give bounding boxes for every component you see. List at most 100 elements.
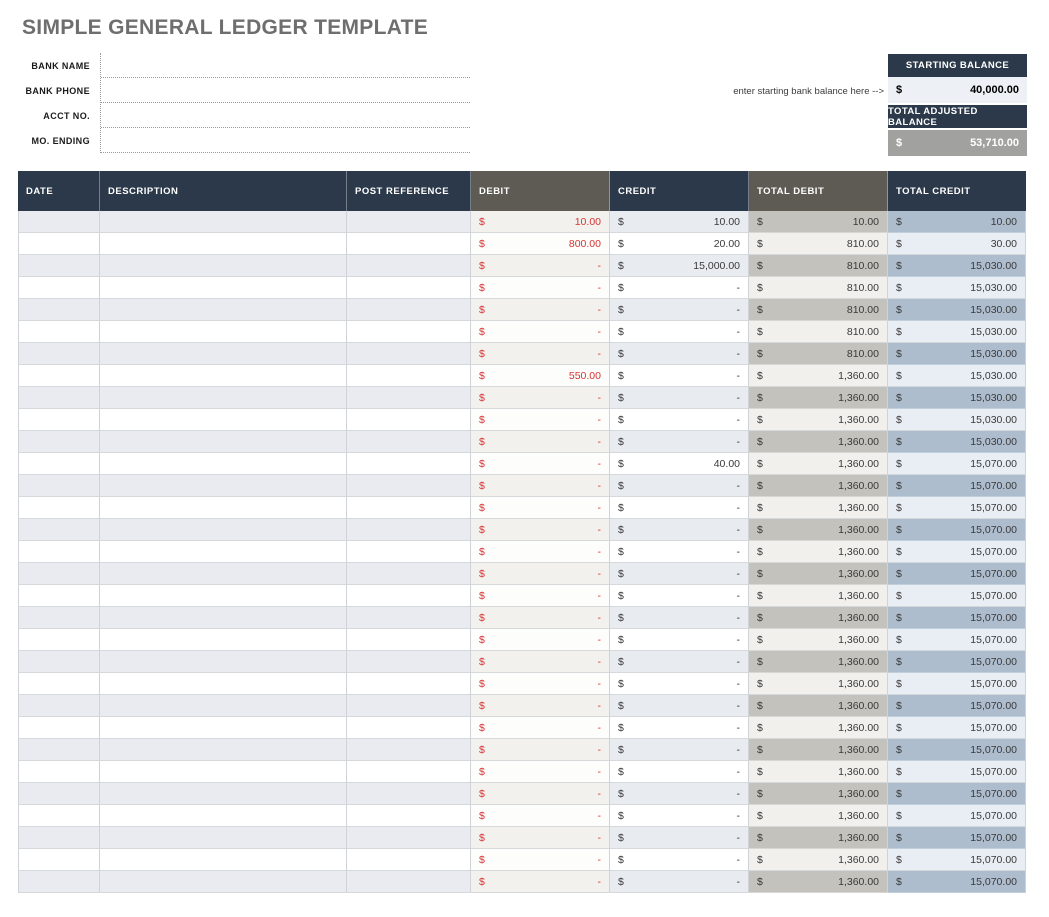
debit-cell[interactable]: $ - bbox=[471, 805, 610, 827]
post-reference-cell[interactable] bbox=[347, 321, 471, 343]
credit-cell[interactable]: $ - bbox=[610, 431, 749, 453]
credit-cell[interactable]: $ - bbox=[610, 695, 749, 717]
debit-cell[interactable]: $ - bbox=[471, 761, 610, 783]
date-cell[interactable] bbox=[18, 651, 100, 673]
date-cell[interactable] bbox=[18, 277, 100, 299]
debit-cell[interactable]: $ - bbox=[471, 277, 610, 299]
description-cell[interactable] bbox=[100, 453, 347, 475]
description-cell[interactable] bbox=[100, 255, 347, 277]
credit-cell[interactable]: $ - bbox=[610, 365, 749, 387]
post-reference-cell[interactable] bbox=[347, 387, 471, 409]
starting-balance-cell[interactable]: $ 40,000.00 bbox=[888, 77, 1027, 103]
debit-cell[interactable]: $ - bbox=[471, 431, 610, 453]
credit-cell[interactable]: $ - bbox=[610, 871, 749, 893]
description-cell[interactable] bbox=[100, 431, 347, 453]
acct-no-field[interactable] bbox=[101, 103, 470, 128]
credit-cell[interactable]: $ - bbox=[610, 497, 749, 519]
debit-cell[interactable]: $ - bbox=[471, 607, 610, 629]
post-reference-cell[interactable] bbox=[347, 805, 471, 827]
date-cell[interactable] bbox=[18, 211, 100, 233]
debit-cell[interactable]: $ - bbox=[471, 497, 610, 519]
post-reference-cell[interactable] bbox=[347, 255, 471, 277]
description-cell[interactable] bbox=[100, 717, 347, 739]
description-cell[interactable] bbox=[100, 783, 347, 805]
credit-cell[interactable]: $ - bbox=[610, 563, 749, 585]
description-cell[interactable] bbox=[100, 585, 347, 607]
post-reference-cell[interactable] bbox=[347, 541, 471, 563]
date-cell[interactable] bbox=[18, 585, 100, 607]
debit-cell[interactable]: $ - bbox=[471, 717, 610, 739]
credit-cell[interactable]: $20.00 bbox=[610, 233, 749, 255]
date-cell[interactable] bbox=[18, 871, 100, 893]
debit-cell[interactable]: $ - bbox=[471, 651, 610, 673]
credit-cell[interactable]: $ - bbox=[610, 849, 749, 871]
credit-cell[interactable]: $ - bbox=[610, 277, 749, 299]
post-reference-cell[interactable] bbox=[347, 233, 471, 255]
credit-cell[interactable]: $ - bbox=[610, 629, 749, 651]
description-cell[interactable] bbox=[100, 739, 347, 761]
debit-cell[interactable]: $ - bbox=[471, 299, 610, 321]
description-cell[interactable] bbox=[100, 277, 347, 299]
post-reference-cell[interactable] bbox=[347, 453, 471, 475]
post-reference-cell[interactable] bbox=[347, 431, 471, 453]
date-cell[interactable] bbox=[18, 409, 100, 431]
post-reference-cell[interactable] bbox=[347, 739, 471, 761]
description-cell[interactable] bbox=[100, 497, 347, 519]
date-cell[interactable] bbox=[18, 761, 100, 783]
credit-cell[interactable]: $ - bbox=[610, 475, 749, 497]
credit-cell[interactable]: $10.00 bbox=[610, 211, 749, 233]
credit-cell[interactable]: $ - bbox=[610, 519, 749, 541]
description-cell[interactable] bbox=[100, 365, 347, 387]
post-reference-cell[interactable] bbox=[347, 783, 471, 805]
description-cell[interactable] bbox=[100, 563, 347, 585]
credit-cell[interactable]: $ - bbox=[610, 585, 749, 607]
debit-cell[interactable]: $ - bbox=[471, 387, 610, 409]
description-cell[interactable] bbox=[100, 475, 347, 497]
date-cell[interactable] bbox=[18, 783, 100, 805]
debit-cell[interactable]: $ - bbox=[471, 409, 610, 431]
description-cell[interactable] bbox=[100, 321, 347, 343]
date-cell[interactable] bbox=[18, 475, 100, 497]
description-cell[interactable] bbox=[100, 299, 347, 321]
credit-cell[interactable]: $ - bbox=[610, 321, 749, 343]
credit-cell[interactable]: $40.00 bbox=[610, 453, 749, 475]
credit-cell[interactable]: $ - bbox=[610, 343, 749, 365]
debit-cell[interactable]: $ - bbox=[471, 519, 610, 541]
description-cell[interactable] bbox=[100, 519, 347, 541]
debit-cell[interactable]: $ - bbox=[471, 541, 610, 563]
debit-cell[interactable]: $ - bbox=[471, 255, 610, 277]
debit-cell[interactable]: $ - bbox=[471, 585, 610, 607]
debit-cell[interactable]: $ - bbox=[471, 871, 610, 893]
date-cell[interactable] bbox=[18, 519, 100, 541]
description-cell[interactable] bbox=[100, 629, 347, 651]
description-cell[interactable] bbox=[100, 695, 347, 717]
credit-cell[interactable]: $ - bbox=[610, 387, 749, 409]
debit-cell[interactable]: $ - bbox=[471, 783, 610, 805]
post-reference-cell[interactable] bbox=[347, 585, 471, 607]
debit-cell[interactable]: $ - bbox=[471, 673, 610, 695]
credit-cell[interactable]: $ - bbox=[610, 607, 749, 629]
mo-ending-field[interactable] bbox=[101, 128, 470, 153]
debit-cell[interactable]: $ - bbox=[471, 321, 610, 343]
debit-cell[interactable]: $ - bbox=[471, 563, 610, 585]
date-cell[interactable] bbox=[18, 541, 100, 563]
post-reference-cell[interactable] bbox=[347, 299, 471, 321]
date-cell[interactable] bbox=[18, 255, 100, 277]
post-reference-cell[interactable] bbox=[347, 761, 471, 783]
post-reference-cell[interactable] bbox=[347, 651, 471, 673]
debit-cell[interactable]: $ - bbox=[471, 453, 610, 475]
debit-cell[interactable]: $800.00 bbox=[471, 233, 610, 255]
credit-cell[interactable]: $ - bbox=[610, 717, 749, 739]
date-cell[interactable] bbox=[18, 299, 100, 321]
date-cell[interactable] bbox=[18, 827, 100, 849]
debit-cell[interactable]: $ - bbox=[471, 827, 610, 849]
post-reference-cell[interactable] bbox=[347, 563, 471, 585]
debit-cell[interactable]: $550.00 bbox=[471, 365, 610, 387]
description-cell[interactable] bbox=[100, 673, 347, 695]
post-reference-cell[interactable] bbox=[347, 475, 471, 497]
description-cell[interactable] bbox=[100, 849, 347, 871]
post-reference-cell[interactable] bbox=[347, 673, 471, 695]
description-cell[interactable] bbox=[100, 871, 347, 893]
date-cell[interactable] bbox=[18, 607, 100, 629]
post-reference-cell[interactable] bbox=[347, 365, 471, 387]
